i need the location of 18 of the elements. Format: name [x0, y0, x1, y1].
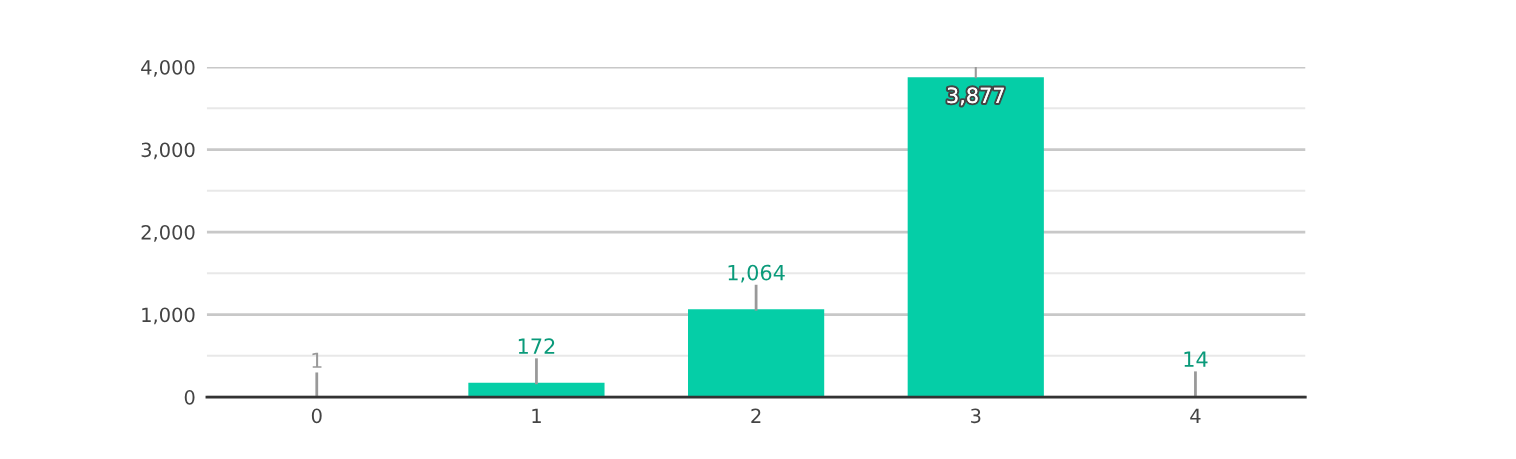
bar	[688, 309, 825, 398]
x-tick-label: 2	[751, 408, 761, 423]
y-tick-label: 1,000	[142, 307, 195, 325]
data-label: 14	[1184, 351, 1208, 367]
y-tick-label: 0	[184, 389, 195, 405]
bar	[907, 77, 1044, 398]
x-tick-label: 0	[311, 408, 322, 424]
y-tick-label: 2,000	[141, 224, 195, 242]
x-tick-label: 1	[532, 408, 541, 423]
y-tick-label: 4,000	[141, 59, 195, 77]
x-tick-label: 4	[1190, 408, 1201, 423]
data-label: 3,877	[947, 87, 1004, 106]
y-tick-label: 3,000	[141, 142, 195, 160]
data-label: 1,064	[728, 264, 785, 283]
x-tick-label: 3	[971, 408, 981, 424]
data-label: 1	[312, 352, 322, 368]
data-label: 172	[518, 338, 555, 354]
bar	[468, 382, 605, 398]
